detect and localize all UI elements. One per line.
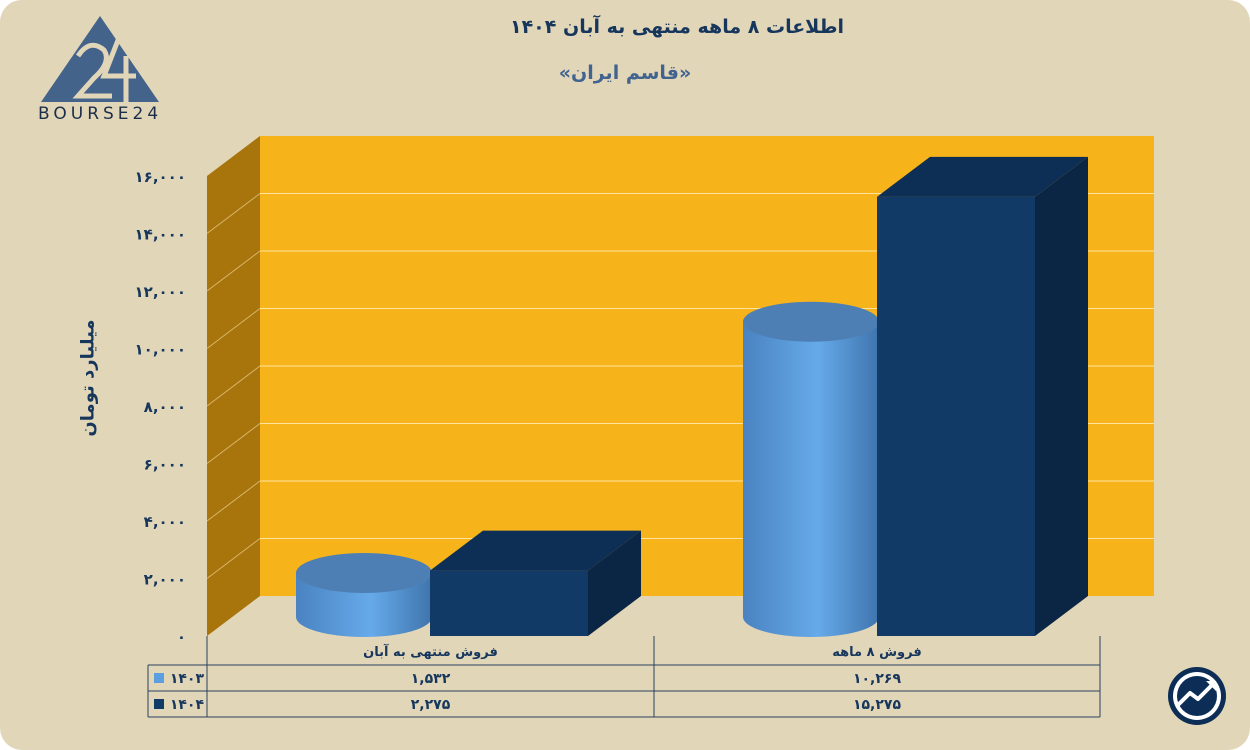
y-tick-label: ۸,۰۰۰	[144, 398, 186, 416]
y-tick-label: ۲,۰۰۰	[144, 571, 186, 589]
logo-text: BOURSE24	[38, 104, 163, 124]
y-tick-label: ۱۰,۰۰۰	[135, 341, 186, 359]
bar-1404-box-side	[588, 530, 641, 636]
data-label: ۱۰,۲۶۹	[853, 671, 901, 687]
data-label: ۱۵,۲۷۵	[853, 697, 901, 713]
y-tick-label: ۰	[177, 628, 186, 646]
gridline-side	[206, 423, 261, 464]
bar-1404-box-top	[430, 530, 641, 571]
gridline-side	[206, 365, 261, 407]
gridline-side	[206, 480, 261, 522]
data-label: ۱,۵۳۲	[411, 671, 451, 687]
category-label: فروش ۸ ماهه	[832, 645, 921, 660]
bar-1404-box-front	[877, 196, 1035, 636]
bar-1403-cylinder	[743, 321, 879, 637]
series-name: ۱۴۰۴	[170, 697, 205, 713]
bar-1403-cylinder-top	[743, 301, 879, 342]
y-tick-label: ۱۶,۰۰۰	[135, 168, 186, 186]
bourse24-logo	[41, 16, 159, 104]
legend-key-0	[154, 673, 164, 683]
series-name: ۱۴۰۳	[170, 671, 205, 687]
y-tick-label: ۱۴,۰۰۰	[135, 226, 186, 244]
y-tick-label: ۴,۰۰۰	[144, 513, 186, 531]
gridline-side	[206, 308, 261, 349]
y-tick-label: ۱۲,۰۰۰	[135, 283, 186, 301]
gridline-side	[206, 193, 261, 234]
gridline-side	[206, 250, 261, 292]
y-tick-label: ۶,۰۰۰	[144, 456, 186, 474]
bar-1403-cylinder-top	[296, 552, 432, 593]
bar-1404-box-top	[877, 156, 1088, 197]
legend-key-1	[154, 699, 164, 709]
chart-title: اطلاعات ۸ ماهه منتهی به آبان ۱۴۰۴	[509, 16, 845, 38]
data-label: ۲,۲۷۵	[411, 697, 451, 713]
gridline-side	[206, 538, 261, 579]
bar-1404-box-front	[430, 570, 588, 636]
bar-1404-box-side	[1035, 156, 1088, 636]
trend-icon	[1168, 667, 1226, 725]
chart-subtitle: «قاسم ایران»	[558, 62, 692, 84]
category-label: فروش منتهی به آبان	[363, 643, 498, 660]
